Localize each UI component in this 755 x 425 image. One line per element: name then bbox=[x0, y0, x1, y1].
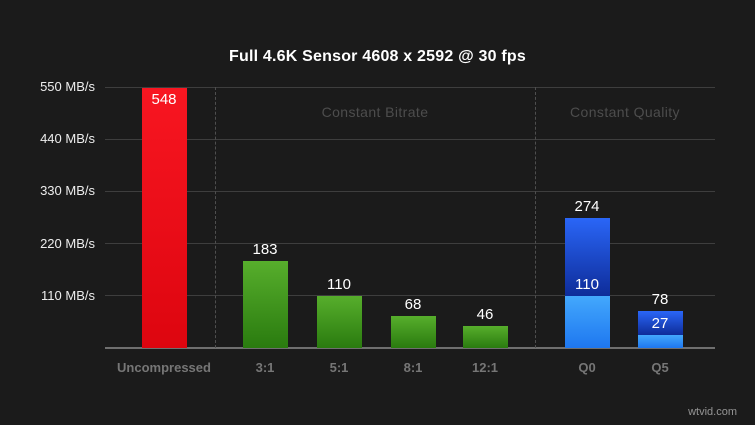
bar-min-value-label: 110 bbox=[575, 275, 599, 293]
bar-value-label: 274 bbox=[574, 197, 600, 215]
section-divider bbox=[214, 87, 216, 348]
bar-value-label: 110 bbox=[327, 275, 351, 293]
bar-Uncompressed bbox=[141, 87, 187, 348]
x-axis-label: Q5 bbox=[651, 360, 669, 375]
x-axis-baseline bbox=[105, 347, 715, 349]
bar-value-label: 548 bbox=[151, 90, 177, 108]
bar-min-value-label: 27 bbox=[651, 315, 669, 333]
y-axis-label: 220 MB/s bbox=[40, 235, 95, 251]
bar-Q5-min-segment bbox=[637, 335, 683, 348]
bar-8:1 bbox=[390, 315, 436, 348]
bar-Q0-max-segment bbox=[564, 217, 610, 296]
bar-5:1 bbox=[316, 295, 362, 348]
x-axis-label: 12:1 bbox=[471, 360, 499, 375]
gridline-550 bbox=[105, 86, 715, 88]
y-axis-label: 550 MB/s bbox=[40, 79, 95, 94]
y-axis-label: 110 MB/s bbox=[41, 287, 95, 303]
bar-Q0-min-segment bbox=[564, 295, 610, 348]
x-axis-label: 8:1 bbox=[403, 360, 423, 375]
bar-12:1 bbox=[462, 326, 508, 348]
bar-value-label: 68 bbox=[404, 295, 422, 313]
x-axis-label: 3:1 bbox=[255, 360, 275, 375]
gridline-440 bbox=[105, 138, 715, 140]
chart-title: Full 4.6K Sensor 4608 x 2592 @ 30 fps bbox=[229, 48, 526, 65]
bar-3:1 bbox=[242, 261, 288, 348]
bar-value-label: 78 bbox=[651, 290, 669, 308]
gridline-220 bbox=[105, 243, 715, 245]
x-axis-label: Uncompressed bbox=[117, 360, 211, 375]
section-label-constant-quality: Constant Quality bbox=[570, 104, 680, 120]
bar-Q5-max-segment bbox=[637, 310, 683, 336]
gridline-330 bbox=[105, 190, 715, 192]
section-divider bbox=[535, 87, 536, 348]
watermark: wtvid.com bbox=[688, 406, 737, 418]
gridline-110 bbox=[105, 295, 715, 297]
section-label-constant-bitrate: Constant Bitrate bbox=[321, 104, 429, 120]
y-axis-label: 330 MB/s bbox=[40, 183, 95, 199]
bar-value-label: 46 bbox=[476, 306, 494, 324]
x-axis-label: 5:1 bbox=[329, 360, 349, 375]
bar-value-label: 183 bbox=[252, 241, 278, 259]
x-axis-label: Q0 bbox=[578, 360, 596, 375]
y-axis-label: 440 MB/s bbox=[40, 131, 95, 147]
